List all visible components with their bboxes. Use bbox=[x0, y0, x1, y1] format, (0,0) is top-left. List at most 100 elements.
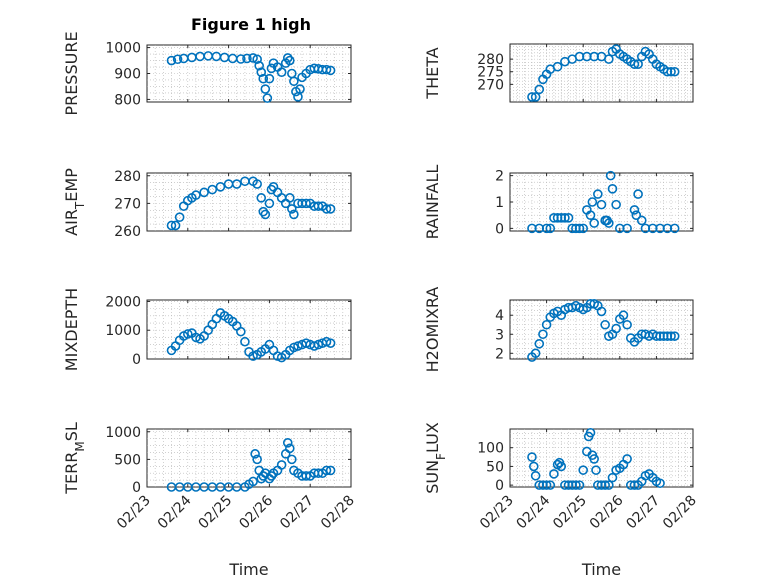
y-axis-label-1: PRESSURE bbox=[62, 31, 81, 115]
y-tick-label: 270 bbox=[477, 77, 504, 93]
y-axis-label-6: H2OMIXRA bbox=[423, 287, 442, 373]
y-axis-label-2: THETA bbox=[423, 47, 442, 99]
data-point bbox=[276, 460, 287, 470]
data-point bbox=[545, 480, 556, 490]
data-point bbox=[321, 465, 332, 476]
y-tick-label: 0 bbox=[495, 478, 504, 494]
data-point bbox=[585, 427, 596, 438]
data-point bbox=[607, 184, 618, 194]
data-point bbox=[309, 341, 320, 351]
data-point bbox=[252, 179, 262, 189]
data-point bbox=[258, 73, 269, 84]
data-point bbox=[289, 209, 299, 220]
data-point bbox=[545, 223, 556, 234]
data-point bbox=[593, 189, 603, 199]
data-point bbox=[287, 454, 297, 465]
y-axis-label-8: SUNFLUX bbox=[423, 422, 448, 494]
data-point bbox=[252, 454, 262, 465]
y-tick-label: 3 bbox=[495, 327, 504, 343]
data-point bbox=[618, 310, 629, 321]
y-tick-label: 275 bbox=[477, 65, 504, 81]
data-point bbox=[589, 218, 599, 228]
data-point bbox=[571, 480, 581, 490]
data-point bbox=[250, 449, 260, 459]
data-point bbox=[260, 209, 271, 220]
data-point bbox=[607, 472, 618, 483]
data-point bbox=[264, 73, 275, 84]
data-point bbox=[633, 189, 643, 199]
data-point bbox=[166, 220, 177, 231]
data-point bbox=[611, 323, 621, 334]
data-point bbox=[248, 351, 258, 361]
data-point bbox=[276, 67, 287, 78]
data-point bbox=[262, 93, 273, 103]
data-point bbox=[172, 54, 183, 65]
data-point bbox=[574, 480, 585, 490]
data-point bbox=[530, 92, 541, 102]
data-point bbox=[629, 59, 640, 69]
y-tick-label: 0 bbox=[132, 352, 141, 368]
x-tick-label: 02/24 bbox=[514, 492, 554, 532]
data-point bbox=[611, 199, 621, 210]
data-point bbox=[622, 223, 632, 234]
y-axis-label-4: RAINFALL bbox=[423, 165, 442, 240]
data-point bbox=[591, 465, 601, 475]
data-point bbox=[325, 465, 336, 476]
y-tick-label: 1000 bbox=[105, 323, 141, 339]
data-point bbox=[325, 204, 336, 214]
data-point bbox=[578, 223, 589, 234]
data-point bbox=[549, 469, 559, 479]
data-point bbox=[313, 468, 324, 478]
y-tick-label: 270 bbox=[114, 196, 141, 212]
data-point bbox=[585, 210, 596, 220]
y-tick-label: 800 bbox=[114, 92, 141, 108]
data-point bbox=[596, 306, 607, 317]
data-point bbox=[284, 193, 295, 203]
axes-box bbox=[146, 428, 352, 488]
data-point bbox=[629, 205, 640, 215]
x-axis-label: Time bbox=[228, 560, 268, 579]
data-point bbox=[669, 66, 680, 77]
data-point bbox=[284, 55, 295, 66]
data-point bbox=[207, 184, 218, 195]
y-axis-label-7: TERRMSL bbox=[62, 422, 87, 495]
data-point bbox=[321, 64, 332, 75]
data-point bbox=[604, 54, 614, 64]
subplot-6: 2 3 4 H2OMIXRA bbox=[423, 287, 694, 373]
data-point bbox=[236, 326, 246, 337]
data-point bbox=[301, 198, 311, 209]
y-tick-label: 4 bbox=[495, 308, 504, 324]
data-point bbox=[604, 480, 614, 490]
data-point bbox=[266, 63, 277, 74]
x-tick-label: 02/25 bbox=[196, 493, 236, 533]
y-tick-label: 2 bbox=[495, 346, 504, 362]
data-point bbox=[604, 218, 614, 228]
data-point bbox=[541, 480, 552, 490]
data-point bbox=[600, 319, 610, 330]
data-point bbox=[600, 480, 610, 490]
y-axis-label-3: AIRTEMP bbox=[62, 168, 87, 236]
data-point bbox=[231, 179, 242, 189]
data-point bbox=[256, 193, 267, 203]
y-tick-label: 260 bbox=[114, 224, 141, 240]
data-point bbox=[636, 215, 647, 226]
data-point bbox=[287, 204, 297, 214]
data-point bbox=[541, 223, 552, 234]
x-tick-label: 02/23 bbox=[114, 493, 154, 533]
data-point bbox=[527, 452, 537, 462]
data-point bbox=[301, 471, 311, 481]
data-point bbox=[560, 213, 570, 223]
y-tick-label: 900 bbox=[114, 67, 141, 83]
data-point bbox=[325, 65, 336, 76]
figure-title: Figure 1 high bbox=[191, 15, 311, 34]
data-point bbox=[199, 187, 209, 198]
data-point bbox=[166, 55, 177, 66]
data-point bbox=[256, 67, 267, 78]
data-point bbox=[541, 319, 552, 330]
x-tick-label: 02/24 bbox=[155, 492, 195, 532]
data-point bbox=[527, 92, 537, 102]
x-tick-label: 02/26 bbox=[236, 492, 276, 532]
data-point bbox=[313, 201, 324, 211]
data-point bbox=[289, 342, 299, 353]
x-tick-label: 02/27 bbox=[623, 493, 663, 533]
